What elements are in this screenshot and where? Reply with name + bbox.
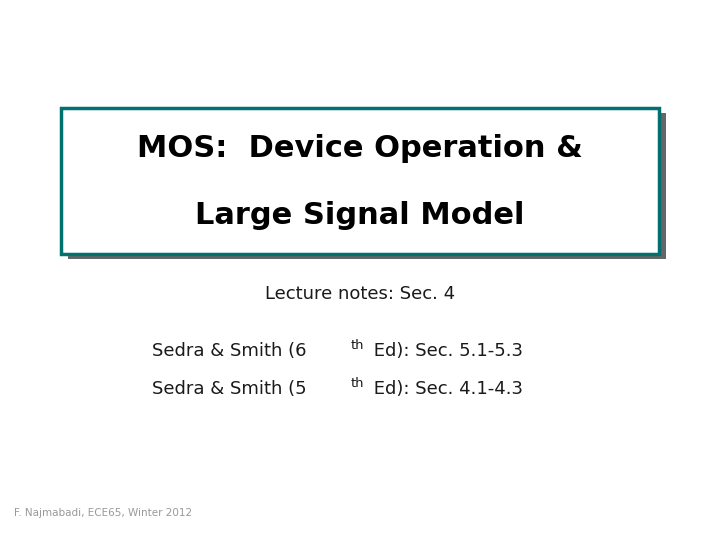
Text: th: th — [351, 339, 364, 352]
FancyBboxPatch shape — [61, 108, 659, 254]
Text: Sedra & Smith (5: Sedra & Smith (5 — [151, 380, 306, 398]
FancyBboxPatch shape — [68, 113, 666, 259]
Text: F. Najmabadi, ECE65, Winter 2012: F. Najmabadi, ECE65, Winter 2012 — [14, 508, 192, 518]
Text: Sedra & Smith (6: Sedra & Smith (6 — [152, 342, 306, 360]
Text: th: th — [351, 376, 364, 389]
Text: Ed): Sec. 4.1-4.3: Ed): Sec. 4.1-4.3 — [369, 380, 523, 398]
Text: MOS:  Device Operation &: MOS: Device Operation & — [137, 134, 583, 163]
Text: Large Signal Model: Large Signal Model — [195, 201, 525, 231]
Text: Ed): Sec. 5.1-5.3: Ed): Sec. 5.1-5.3 — [369, 342, 523, 360]
Text: Lecture notes: Sec. 4: Lecture notes: Sec. 4 — [265, 285, 455, 303]
